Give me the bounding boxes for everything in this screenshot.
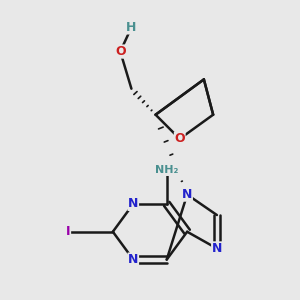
Text: O: O [115,45,126,58]
Text: N: N [128,197,139,210]
Text: NH₂: NH₂ [155,165,178,176]
Text: N: N [212,242,222,255]
Text: N: N [128,253,139,266]
Text: I: I [66,225,70,238]
Text: O: O [174,132,185,146]
Text: N: N [182,188,192,201]
Text: H: H [126,21,136,34]
